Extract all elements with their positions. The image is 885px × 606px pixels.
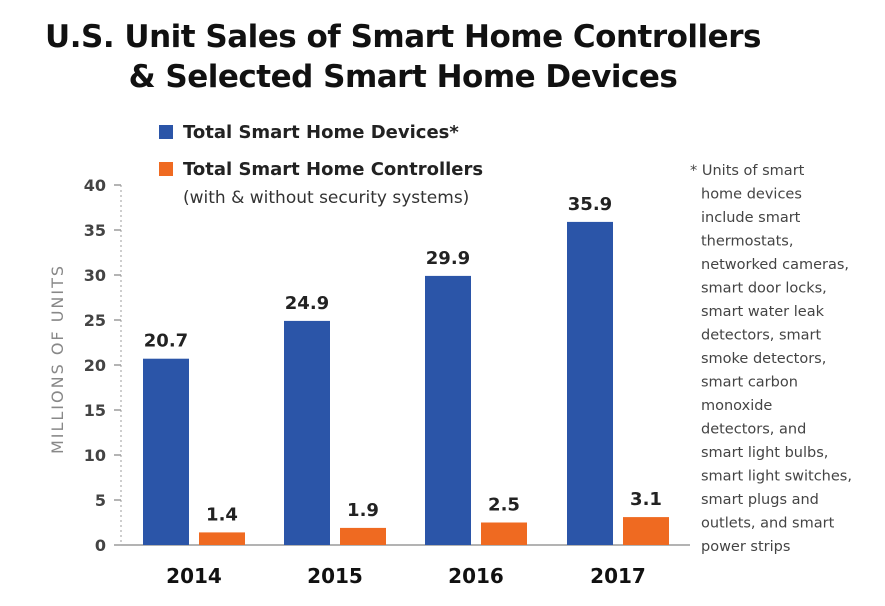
data-label: 1.9	[347, 500, 379, 521]
footnote-line: smart door locks,	[701, 281, 827, 297]
footnote-line: networked cameras,	[701, 257, 849, 273]
y-axis-label: MILLIONS OF UNITS	[48, 264, 67, 454]
y-tick-label: 20	[84, 356, 106, 375]
footnote-line: monoxide	[701, 398, 772, 414]
legend-label-devices: Total Smart Home Devices*	[183, 122, 459, 143]
data-label: 3.1	[630, 489, 662, 510]
footnote-line: thermostats,	[701, 234, 793, 250]
footnote-line: smart light bulbs,	[701, 445, 828, 461]
footnote-line: smart water leak	[701, 304, 825, 320]
y-tick-label: 35	[84, 221, 106, 240]
bar-devices-2015	[284, 320, 330, 545]
footnote-line: smart light switches,	[701, 469, 852, 485]
footnote-line: outlets, and smart	[701, 516, 835, 532]
bar-controllers-2015	[340, 527, 386, 545]
chart-title: U.S. Unit Sales of Smart Home Controller…	[45, 19, 761, 95]
bars: 20.7 1.4 24.9 1.9 29.9 2.5 35.9 3.1	[143, 194, 669, 545]
footnote-line: detectors, and	[701, 422, 806, 438]
legend-label-controllers: Total Smart Home Controllers	[183, 159, 483, 180]
legend-swatch-controllers	[159, 162, 173, 176]
y-ticks: 0 5 10 15 20 25 30 35 40	[84, 176, 121, 555]
data-label: 35.9	[568, 194, 612, 215]
legend-swatch-devices	[159, 125, 173, 139]
x-tick-label: 2017	[590, 564, 646, 588]
footnote-line: power strips	[701, 539, 790, 555]
legend: Total Smart Home Devices* Total Smart Ho…	[159, 122, 483, 208]
footnote-line: home devices	[701, 187, 802, 203]
footnote-line: * Units of smart	[690, 163, 805, 179]
x-tick-label: 2015	[307, 564, 363, 588]
bar-controllers-2017	[623, 517, 669, 545]
data-label: 2.5	[488, 495, 520, 516]
footnote: * Units of smart home devices include smar…	[690, 163, 852, 555]
bar-devices-2014	[143, 358, 189, 545]
footnote-line: smart plugs and	[701, 492, 819, 508]
footnote-line: smart carbon	[701, 375, 798, 391]
y-tick-label: 15	[84, 401, 106, 420]
data-label: 29.9	[426, 248, 470, 269]
y-tick-label: 40	[84, 176, 106, 195]
chart-title-line-1: U.S. Unit Sales of Smart Home Controller…	[45, 19, 761, 55]
bar-devices-2017	[567, 221, 613, 545]
y-tick-label: 5	[95, 491, 106, 510]
y-tick-label: 30	[84, 266, 106, 285]
footnote-line: include smart	[701, 210, 801, 226]
data-label: 20.7	[144, 331, 188, 352]
x-ticks: 2014 2015 2016 2017	[166, 564, 646, 588]
y-tick-label: 0	[95, 536, 106, 555]
chart-title-line-2: & Selected Smart Home Devices	[129, 59, 678, 95]
legend-sublabel-controllers: (with & without security systems)	[183, 188, 469, 208]
bar-controllers-2014	[199, 532, 245, 545]
data-label: 1.4	[206, 504, 238, 525]
footnote-line: smoke detectors,	[701, 351, 826, 367]
x-tick-label: 2016	[448, 564, 504, 588]
x-tick-label: 2014	[166, 564, 222, 588]
footnote-line: detectors, smart	[701, 328, 822, 344]
y-tick-label: 10	[84, 446, 106, 465]
y-tick-label: 25	[84, 311, 106, 330]
data-label: 24.9	[285, 293, 329, 314]
bar-devices-2016	[425, 275, 471, 545]
bar-controllers-2016	[481, 522, 527, 545]
